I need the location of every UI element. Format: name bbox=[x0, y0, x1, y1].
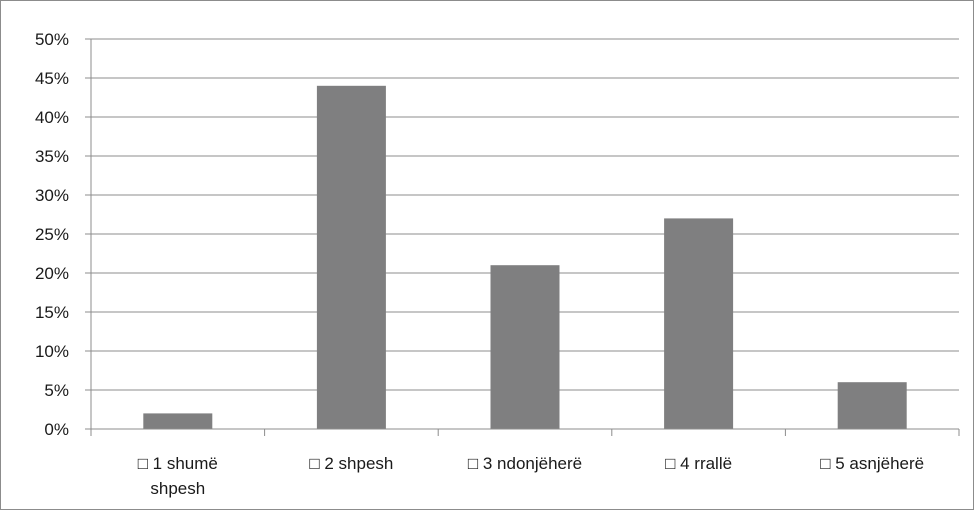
y-tick-label: 30% bbox=[35, 186, 69, 205]
bar bbox=[490, 265, 560, 429]
x-category-label: □ 3 ndonjëherë bbox=[468, 454, 582, 473]
y-tick-label: 50% bbox=[35, 30, 69, 49]
y-tick-label: 15% bbox=[35, 303, 69, 322]
x-category-label: □ 5 asnjëherë bbox=[820, 454, 924, 473]
y-tick-label: 10% bbox=[35, 342, 69, 361]
gridlines bbox=[91, 38, 959, 391]
x-category-label: □ 4 rrallë bbox=[665, 454, 732, 473]
y-tick-label: 20% bbox=[35, 264, 69, 283]
y-tick-label: 25% bbox=[35, 225, 69, 244]
bar bbox=[837, 382, 907, 429]
x-category-label: □ 2 shpesh bbox=[309, 454, 393, 473]
y-axis-tick-labels: 0% 5% 10% 15% 20% 25% 30% 35% 40% 45% 50% bbox=[35, 30, 69, 439]
x-category-label: □ 1 shumë shpesh bbox=[138, 454, 218, 498]
bar bbox=[143, 413, 213, 429]
y-tick-label: 40% bbox=[35, 108, 69, 127]
y-tick-label: 45% bbox=[35, 69, 69, 88]
bar bbox=[316, 85, 386, 430]
bar bbox=[664, 218, 734, 429]
x-axis-category-labels: □ 1 shumë shpesh □ 2 shpesh □ 3 ndonjëherë □… bbox=[138, 454, 924, 498]
y-tick-label: 5% bbox=[44, 381, 69, 400]
y-tick-label: 35% bbox=[35, 147, 69, 166]
y-tick-label: 0% bbox=[44, 420, 69, 439]
axes bbox=[85, 38, 960, 436]
bars bbox=[143, 85, 907, 430]
